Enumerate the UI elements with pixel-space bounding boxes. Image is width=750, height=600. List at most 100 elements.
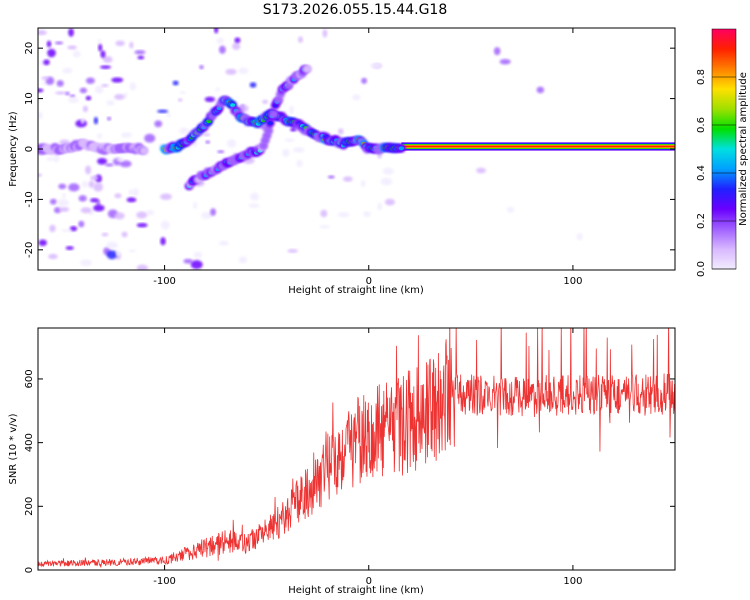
noise-blob — [377, 202, 383, 211]
noise-blob — [61, 228, 73, 233]
noise-blob — [85, 95, 92, 101]
noise-blob — [132, 188, 139, 197]
noise-blob — [576, 233, 583, 241]
noise-blob — [48, 253, 58, 260]
snr-series-line — [38, 328, 675, 568]
noise-blob — [327, 175, 335, 179]
noise-blob — [214, 28, 219, 34]
noise-blob — [46, 40, 52, 48]
noise-blob — [384, 198, 395, 206]
noise-blob — [85, 165, 92, 175]
noise-blob — [218, 45, 226, 54]
noise-blob — [190, 260, 203, 270]
noise-blob — [126, 197, 137, 203]
noise-blob — [476, 167, 487, 174]
noise-blob — [146, 209, 154, 216]
snr-y-label: SNR (10 * v/v) — [8, 413, 19, 484]
steady-tone-ridge — [401, 145, 675, 148]
noise-blob — [111, 77, 124, 83]
noise-blob — [38, 239, 47, 247]
noise-blob — [54, 41, 64, 45]
noise-blob — [284, 138, 295, 142]
snr-background — [38, 328, 675, 570]
noise-blob — [106, 241, 118, 249]
noise-blob — [193, 251, 203, 258]
figure-title: S173.2026.055.15.44.G18 — [263, 2, 448, 18]
noise-blob — [107, 116, 112, 121]
noise-blob — [93, 204, 105, 212]
noise-blob — [62, 67, 73, 74]
y-tick-label: -10 — [24, 191, 35, 207]
noise-blob — [287, 249, 298, 253]
noise-blob — [337, 212, 350, 218]
noise-blob — [215, 87, 220, 92]
ridge-halo — [139, 146, 149, 155]
noise-blob — [250, 192, 260, 201]
noise-blob — [129, 82, 137, 91]
noise-blob — [114, 94, 125, 100]
y-tick-label: 600 — [24, 369, 35, 388]
noise-blob — [322, 29, 328, 38]
noise-blob — [38, 173, 42, 177]
noise-blob — [289, 105, 294, 115]
noise-blob — [380, 177, 393, 186]
snr-x-label: Height of straight line (km) — [288, 585, 424, 596]
noise-blob — [320, 209, 328, 218]
spectrogram-image — [38, 28, 675, 270]
noise-blob — [232, 42, 241, 50]
noise-blob — [93, 182, 103, 192]
noise-blob — [249, 82, 257, 88]
snr-panel: -100 0 100 0 200 400 600 Height of straight l… — [8, 327, 676, 596]
noise-blob — [38, 111, 43, 120]
noise-blob — [119, 160, 132, 168]
noise-blob — [90, 175, 99, 181]
colorbar-tick-label: 0.0 — [696, 261, 707, 277]
colorbar-axis: 0.0 0.2 0.4 0.6 0.8 — [696, 69, 736, 277]
noise-blob — [106, 100, 115, 106]
noise-blob — [144, 133, 156, 143]
noise-blob — [157, 109, 169, 114]
noise-blob — [46, 157, 56, 161]
noise-blob — [499, 58, 511, 65]
noise-blob — [47, 48, 56, 58]
noise-blob — [43, 59, 50, 66]
noise-blob — [116, 157, 125, 162]
noise-blob — [93, 116, 99, 125]
noise-blob — [493, 47, 501, 56]
noise-blob — [363, 211, 371, 218]
noise-blob — [217, 150, 225, 154]
noise-blob — [506, 206, 515, 213]
snr-frame — [37, 327, 676, 571]
spectrogram-x-axis: -100 0 100 — [153, 28, 582, 287]
noise-blob — [238, 256, 247, 264]
noise-blob — [129, 41, 134, 49]
noise-blob — [128, 189, 133, 196]
noise-blob — [134, 50, 146, 55]
x-tick-label: 0 — [366, 576, 372, 587]
noise-blob — [248, 203, 260, 208]
noise-blob — [166, 112, 171, 118]
noise-blob — [160, 193, 172, 200]
x-tick-label: -100 — [153, 276, 176, 287]
noise-blob — [205, 140, 210, 144]
noise-blob — [160, 237, 166, 246]
noise-blob — [59, 206, 70, 212]
noise-blob — [136, 222, 148, 228]
colorbar-gradient — [711, 28, 737, 270]
noise-blob — [78, 220, 85, 228]
noise-blob — [238, 67, 249, 75]
noise-blob — [203, 133, 211, 137]
noise-blob — [38, 30, 47, 36]
noise-blob — [120, 132, 133, 138]
snr-y-axis: 0 200 400 600 — [24, 369, 675, 573]
noise-blob — [296, 159, 303, 168]
noise-blob — [89, 198, 100, 203]
noise-blob — [102, 56, 113, 63]
noise-blob — [80, 117, 85, 125]
colorbar-tick-label: 0.8 — [696, 69, 707, 85]
y-tick-label: 20 — [24, 42, 35, 55]
noise-blob — [55, 91, 67, 95]
noise-blob — [201, 212, 212, 219]
noise-blob — [177, 98, 183, 102]
